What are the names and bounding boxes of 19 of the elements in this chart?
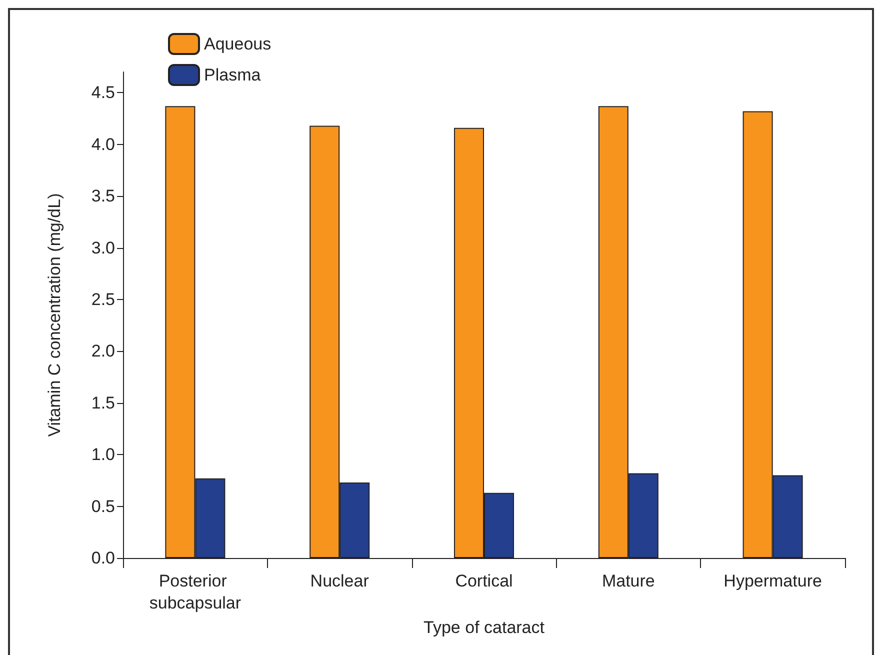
x-tick-label: Posterior subcapsular bbox=[149, 572, 242, 612]
x-axis-title: Type of cataract bbox=[424, 618, 545, 637]
y-tick-label: 4.5 bbox=[91, 83, 115, 102]
y-tick-label: 4.0 bbox=[91, 134, 115, 154]
y-tick-label: 2.0 bbox=[91, 342, 115, 361]
y-tick-label: 3.0 bbox=[91, 238, 115, 258]
y-tick-label: 2.5 bbox=[91, 290, 115, 309]
y-tick-label: 3.5 bbox=[91, 186, 115, 206]
x-tick-label: Cortical bbox=[455, 572, 513, 590]
y-tick-label: 0.5 bbox=[91, 496, 115, 516]
x-tick-label: Nuclear bbox=[310, 572, 370, 590]
legend-label: Aqueous bbox=[204, 34, 272, 54]
legend-label: Plasma bbox=[204, 66, 262, 84]
y-tick-label: 0.0 bbox=[91, 548, 115, 568]
x-tick-label: Hypermature bbox=[724, 572, 822, 590]
y-tick-label: 1.5 bbox=[91, 393, 115, 412]
y-axis-title: Vitamin C concentration (mg/dL) bbox=[45, 193, 64, 437]
x-tick-label: Mature bbox=[602, 572, 655, 590]
y-tick-label: 1.0 bbox=[91, 445, 115, 464]
